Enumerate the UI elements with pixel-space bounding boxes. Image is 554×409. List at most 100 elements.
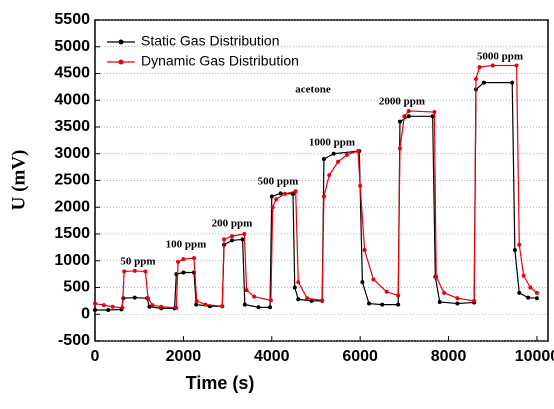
annotation: 100 ppm bbox=[166, 239, 207, 251]
x-tick-label: 0 bbox=[91, 348, 100, 365]
data-point bbox=[512, 248, 517, 253]
data-point bbox=[384, 289, 389, 294]
data-point bbox=[147, 304, 152, 309]
data-point bbox=[93, 307, 97, 312]
data-point bbox=[327, 173, 332, 178]
x-axis-label: Time (s) bbox=[186, 373, 255, 393]
data-point bbox=[274, 197, 279, 202]
data-point bbox=[150, 303, 155, 308]
x-tick-label: 10000 bbox=[515, 348, 554, 365]
data-point bbox=[321, 157, 326, 162]
data-point bbox=[397, 119, 402, 124]
annotation: 5000 ppm bbox=[477, 51, 523, 63]
legend-marker bbox=[118, 39, 124, 45]
data-point bbox=[396, 302, 401, 307]
data-point bbox=[220, 304, 225, 309]
data-point bbox=[143, 269, 148, 274]
data-point bbox=[344, 152, 349, 157]
y-axis-label: U (mV) bbox=[8, 150, 29, 211]
data-point bbox=[336, 159, 341, 164]
data-point bbox=[222, 237, 227, 242]
data-point bbox=[120, 305, 125, 310]
data-point bbox=[194, 302, 199, 307]
annotation: 50 ppm bbox=[120, 256, 155, 268]
data-point bbox=[230, 238, 235, 243]
data-point bbox=[252, 294, 257, 299]
data-point bbox=[396, 293, 401, 298]
y-tick-label: 2000 bbox=[54, 198, 90, 215]
data-point bbox=[402, 114, 407, 119]
data-point bbox=[490, 63, 495, 68]
data-point bbox=[514, 63, 519, 68]
data-point bbox=[292, 285, 297, 290]
data-point bbox=[380, 302, 385, 307]
data-point bbox=[270, 205, 275, 210]
data-point bbox=[473, 76, 478, 81]
data-point bbox=[534, 296, 539, 301]
data-point bbox=[296, 280, 301, 285]
data-point bbox=[293, 189, 298, 194]
y-tick-label: 5500 bbox=[54, 11, 90, 28]
data-point bbox=[437, 299, 442, 304]
data-point bbox=[296, 297, 301, 302]
data-point bbox=[194, 298, 199, 303]
data-point bbox=[481, 80, 486, 85]
series-line bbox=[94, 64, 538, 309]
data-point bbox=[242, 302, 247, 307]
data-point bbox=[110, 304, 115, 309]
data-point bbox=[309, 298, 314, 303]
y-tick-label: 3500 bbox=[54, 118, 90, 135]
data-point bbox=[230, 234, 235, 239]
data-point bbox=[360, 280, 365, 285]
data-point bbox=[362, 248, 367, 253]
legend-marker bbox=[118, 59, 124, 65]
y-tick-label: 1500 bbox=[54, 225, 90, 242]
data-point bbox=[358, 183, 363, 188]
y-tick-label: 4000 bbox=[54, 91, 90, 108]
data-point bbox=[442, 290, 447, 295]
y-tick-label: 2500 bbox=[54, 172, 90, 189]
data-point bbox=[321, 194, 326, 199]
data-point bbox=[455, 296, 460, 301]
y-tick-label: 5000 bbox=[54, 38, 90, 55]
y-tick-label: 0 bbox=[81, 305, 90, 322]
data-point bbox=[510, 80, 515, 85]
data-point bbox=[122, 269, 127, 274]
data-point bbox=[406, 114, 411, 119]
data-point bbox=[331, 151, 336, 156]
data-point bbox=[472, 298, 477, 303]
data-point bbox=[528, 285, 533, 290]
data-point bbox=[132, 268, 137, 273]
data-point bbox=[174, 305, 179, 310]
x-tick-label: 2000 bbox=[166, 348, 202, 365]
legend-label: Static Gas Distribution bbox=[141, 33, 280, 49]
data-point bbox=[244, 288, 249, 293]
legend-label: Dynamic Gas Distribution bbox=[141, 53, 299, 69]
y-tick-label: 3000 bbox=[54, 145, 90, 162]
data-point bbox=[320, 298, 325, 303]
data-point bbox=[240, 237, 245, 242]
data-point bbox=[517, 242, 522, 247]
data-point bbox=[434, 274, 439, 279]
x-tick-label: 6000 bbox=[342, 348, 378, 365]
series-line bbox=[95, 81, 537, 311]
data-point bbox=[146, 296, 151, 301]
annotation: 200 ppm bbox=[212, 218, 253, 230]
data-point bbox=[371, 277, 376, 282]
data-point bbox=[397, 146, 402, 151]
data-point bbox=[256, 305, 261, 310]
annotation: 500 ppm bbox=[258, 176, 299, 188]
data-point bbox=[432, 110, 437, 115]
x-tick-label: 8000 bbox=[431, 348, 467, 365]
data-point bbox=[517, 290, 522, 295]
data-point bbox=[268, 305, 273, 310]
data-point bbox=[203, 302, 208, 307]
data-point bbox=[526, 295, 531, 300]
annotation: acetone bbox=[295, 84, 331, 96]
data-point bbox=[93, 301, 97, 306]
data-point bbox=[521, 273, 526, 278]
data-point bbox=[159, 304, 164, 309]
data-point bbox=[106, 307, 111, 312]
data-point bbox=[290, 191, 295, 196]
